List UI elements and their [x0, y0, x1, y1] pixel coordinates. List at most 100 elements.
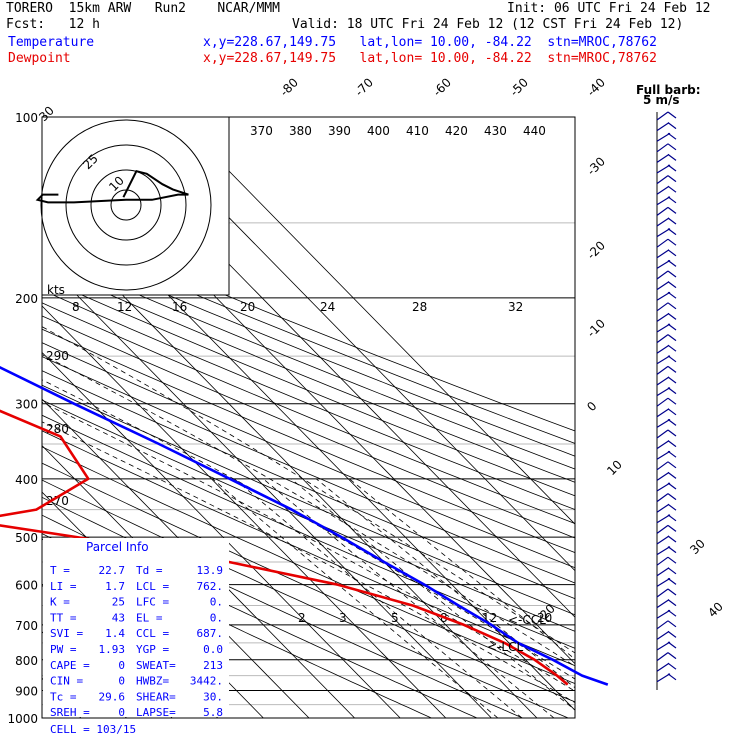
wind-barb-2 [656, 132, 677, 142]
wind-barb-8 [656, 196, 677, 206]
temperature-profile-line [0, 365, 609, 686]
wind-barb-51 [656, 652, 677, 662]
wind-barb-staff [656, 206, 669, 216]
wind-barb-staff [656, 652, 669, 662]
wind-barb-flag [667, 344, 677, 352]
wind-barb-31 [656, 440, 677, 450]
theta-label-370: 370 [250, 124, 273, 138]
parcel-info-title: Parcel Info [86, 540, 149, 554]
hodograph-ring-2 [65, 144, 187, 266]
wind-barb-staff [656, 609, 671, 619]
theta-label-290: 290 [46, 349, 69, 363]
parcel-row-0-value-a: 22.7 [99, 564, 126, 577]
wind-barb-staff [656, 673, 671, 683]
wind-barb-25 [656, 376, 677, 386]
wind-barb-flag [667, 376, 677, 384]
wind-barb-staff [656, 503, 670, 513]
parcel-row-4-value-a: 1.4 [105, 627, 125, 640]
parcel-row-0-label-b: Td = [136, 564, 163, 577]
isotherm-label--60: -60 [430, 75, 454, 99]
wind-barb-flag [667, 620, 677, 628]
wind-barb-flag [667, 482, 677, 490]
dry-adiabat-460 [42, 229, 575, 444]
wind-barb-50 [656, 641, 677, 651]
wind-barb-staff [656, 408, 670, 418]
wind-barb-staff [656, 450, 671, 460]
pressure-label-300: 300 [15, 398, 38, 412]
header-line1-right: Init: 06 UTC Fri 24 Feb 12 [507, 1, 711, 16]
wind-barb-30 [656, 429, 677, 439]
wind-barb-flag [667, 185, 677, 193]
wind-barb-17 [656, 291, 677, 301]
parcel-row-6-value-b: 213 [203, 659, 223, 672]
parcel-row-2-label-b: LFC = [136, 596, 169, 609]
parcel-cell: CELL = 103/15 [50, 723, 136, 736]
wind-barb-staff [656, 259, 671, 269]
wind-barb-flag [667, 641, 677, 649]
wind-barb-staff [656, 376, 670, 386]
wind-barb-flag [667, 450, 677, 458]
wind-barb-staff [656, 599, 670, 609]
pressure-label-1000: 1000 [7, 712, 38, 726]
wind-barb-staff [656, 217, 670, 227]
wind-barb-flag [667, 471, 677, 479]
dewpoint-legend: Dewpoint [8, 51, 71, 66]
isotherm-label--50: -50 [507, 75, 531, 99]
parcel-row-9-label-b: LAPSE= [136, 706, 176, 719]
wind-barb-staff [656, 418, 671, 428]
parcel-row-2-label-a: K = [50, 596, 70, 609]
isotherm--20 [42, 305, 447, 718]
wind-barb-flag [667, 535, 677, 543]
wind-barb-staff [656, 249, 670, 259]
wind-barb-staff [656, 153, 670, 163]
wind-barb-staff [656, 556, 669, 566]
wind-barb-flag [667, 630, 677, 638]
parcel-row-5-value-b: 0.0 [203, 643, 223, 656]
wind-barb-staff [656, 641, 671, 651]
parcel-row-7-value-a: 0 [118, 675, 125, 688]
theta-label-270: 270 [46, 494, 69, 508]
hodograph-trace [35, 170, 189, 204]
wind-barb-staff [656, 577, 671, 587]
parcel-row-1-label-b: LCL = [136, 580, 169, 593]
parcel-row-7-label-b: HWBZ= [136, 675, 169, 688]
parcel-row-8-value-a: 29.6 [99, 690, 126, 703]
moist-adiabat-26 [42, 354, 575, 667]
dry-adiabat-290 [42, 462, 575, 703]
wind-barb-flag [667, 270, 677, 278]
wind-barb-9 [656, 206, 677, 216]
wind-barb-flag [667, 662, 677, 670]
wind-barb-5 [656, 164, 677, 174]
dry-adiabat-450 [42, 241, 575, 457]
wind-barb-47 [656, 609, 677, 619]
temperature-legend: Temperature [8, 35, 95, 50]
wind-barb-flag [667, 397, 677, 405]
parcel-row-2-value-b: 0. [210, 596, 223, 609]
wind-barb-flag [667, 387, 677, 395]
wind-barb-flag [667, 408, 677, 416]
hodograph-axis-label-8: 8 [72, 300, 80, 314]
wind-barb-flag [667, 652, 677, 660]
parcel-row-1-value-a: 1.7 [105, 580, 125, 593]
hodograph-ring-1 [90, 169, 162, 241]
mixing-line-8 [290, 478, 575, 711]
wind-barb-6 [656, 175, 677, 185]
pressure-label-600: 600 [15, 579, 38, 593]
parcel-row-0-value-b: 13.9 [197, 564, 224, 577]
isotherm-label--80: -80 [277, 75, 301, 99]
dry-adiabat-370 [42, 342, 575, 569]
dry-adiabat-430 [42, 264, 575, 483]
wind-barb-flag [667, 365, 677, 373]
wind-barb-15 [656, 270, 677, 280]
hodograph-axis-label-16: 16 [172, 300, 187, 314]
temperature-location: x,y=228.67,149.75 lat,lon= 10.00, -84.22… [203, 35, 657, 50]
wind-barb-flag [667, 546, 677, 554]
wind-barb-staff [656, 514, 671, 524]
wind-barb-48 [656, 620, 677, 630]
hodograph-axis-label-28: 28 [412, 300, 427, 314]
pressure-label-100: 100 [15, 111, 38, 125]
wind-barb-32 [656, 450, 677, 460]
wind-barb-44 [656, 577, 677, 587]
header-line2-left: Fcst: 12 h [6, 17, 100, 32]
wind-barb-29 [656, 418, 677, 428]
